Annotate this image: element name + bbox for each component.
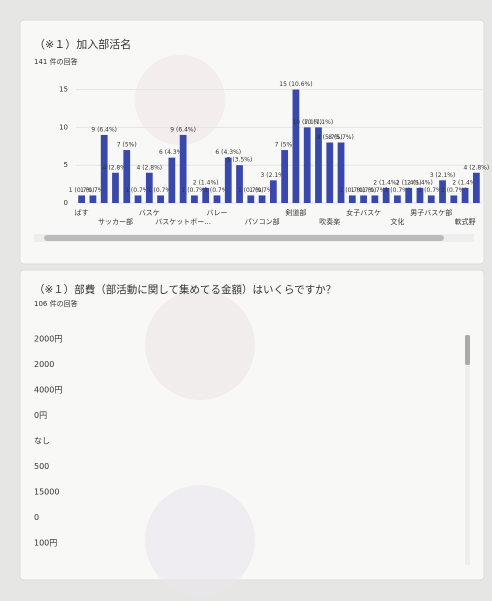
value-label: 10 (7.1%) xyxy=(304,119,333,126)
answer: 0円 xyxy=(34,411,47,420)
faint-pie xyxy=(145,290,255,400)
answer: 15000 xyxy=(34,488,59,497)
x-tick-label: 軟式野 xyxy=(455,217,476,226)
bar xyxy=(473,173,480,203)
bar xyxy=(450,195,457,203)
x-tick-label: パソコン部 xyxy=(245,217,280,226)
y-tick-label: 5 xyxy=(64,161,68,169)
bar xyxy=(428,195,435,203)
bar xyxy=(326,143,333,204)
x-tick-label: 剣道部 xyxy=(285,208,306,217)
bar xyxy=(123,150,130,203)
y-tick-label: 15 xyxy=(59,86,68,94)
answer: 0 xyxy=(34,513,39,522)
bar xyxy=(191,195,198,203)
value-label: 2 (1.4%) xyxy=(407,179,433,186)
faint-pie xyxy=(145,485,255,595)
card xyxy=(20,20,484,264)
scrollbar-track[interactable] xyxy=(465,335,470,565)
bar xyxy=(236,165,243,203)
x-tick-label: バスケ xyxy=(139,209,160,217)
card-title: （※１）部費（部活動に関して集めてる金額）はいくらですか？ xyxy=(34,283,336,296)
answer: 4000円 xyxy=(34,386,62,395)
value-label: 4 (2.8%) xyxy=(464,164,490,171)
response-count: 141 件の回答 xyxy=(34,57,78,66)
bar xyxy=(281,150,288,203)
value-label: 9 (6.4%) xyxy=(91,126,117,133)
bar xyxy=(293,90,300,203)
y-tick-label: 10 xyxy=(59,123,68,131)
answer: 500 xyxy=(34,462,49,471)
x-tick-label: 吹奏楽 xyxy=(319,217,340,226)
bar xyxy=(360,195,367,203)
value-label: 2 (1.4%) xyxy=(193,179,219,186)
page: （※１）加入部活名 141 件の回答 （※１）部費（部活動に関して集めてる金額）… xyxy=(0,0,492,597)
bar xyxy=(168,158,175,203)
x-tick-label: バスケットボー... xyxy=(155,218,211,226)
value-label: 7 (5%) xyxy=(275,142,295,149)
value-label: 6 (4.3%) xyxy=(215,149,241,156)
bar xyxy=(394,195,401,203)
answer: 2000円 xyxy=(34,335,62,344)
x-tick-label: 男子バスケ部 xyxy=(410,208,452,217)
x-tick-label: 女子バスケ xyxy=(346,208,381,217)
value-label: 8 (5.7%) xyxy=(328,134,354,141)
answer: なし xyxy=(34,437,50,446)
bar xyxy=(112,173,119,203)
value-label: 15 (10.6%) xyxy=(279,81,312,88)
bar xyxy=(304,127,311,203)
answer: 100円 xyxy=(34,539,57,548)
answer: 2000 xyxy=(34,360,54,369)
value-label: 4 (2.8%) xyxy=(136,164,162,171)
response-count: 106 件の回答 xyxy=(34,299,78,308)
value-label: 9 (6.4%) xyxy=(170,126,196,133)
bar xyxy=(349,195,356,203)
bar xyxy=(78,195,85,203)
bar xyxy=(462,188,469,203)
bar xyxy=(157,195,164,203)
x-tick-label: サッカー部 xyxy=(98,217,133,226)
bar xyxy=(405,188,412,203)
value-label: 3 (2.1%) xyxy=(430,172,456,179)
bar xyxy=(90,195,97,203)
scrollbar-thumb[interactable] xyxy=(44,235,444,241)
bar xyxy=(247,195,254,203)
bar xyxy=(135,195,142,203)
value-label: 5 (3.5%) xyxy=(227,157,253,164)
bar xyxy=(225,158,232,203)
bar xyxy=(371,195,378,203)
screen: （※１）加入部活名 141 件の回答 （※１）部費（部活動に関して集めてる金額）… xyxy=(0,0,492,597)
scrollbar-thumb[interactable] xyxy=(465,335,470,365)
bar xyxy=(214,195,221,203)
y-tick-label: 0 xyxy=(64,199,68,207)
value-label: 7 (5%) xyxy=(117,142,137,149)
x-tick-label: 文化 xyxy=(390,217,404,226)
x-tick-label: バレー xyxy=(206,209,227,217)
x-tick-label: ばす xyxy=(75,208,89,217)
card-title: （※１）加入部活名 xyxy=(34,37,131,51)
bar xyxy=(259,195,266,203)
bar xyxy=(270,180,277,203)
